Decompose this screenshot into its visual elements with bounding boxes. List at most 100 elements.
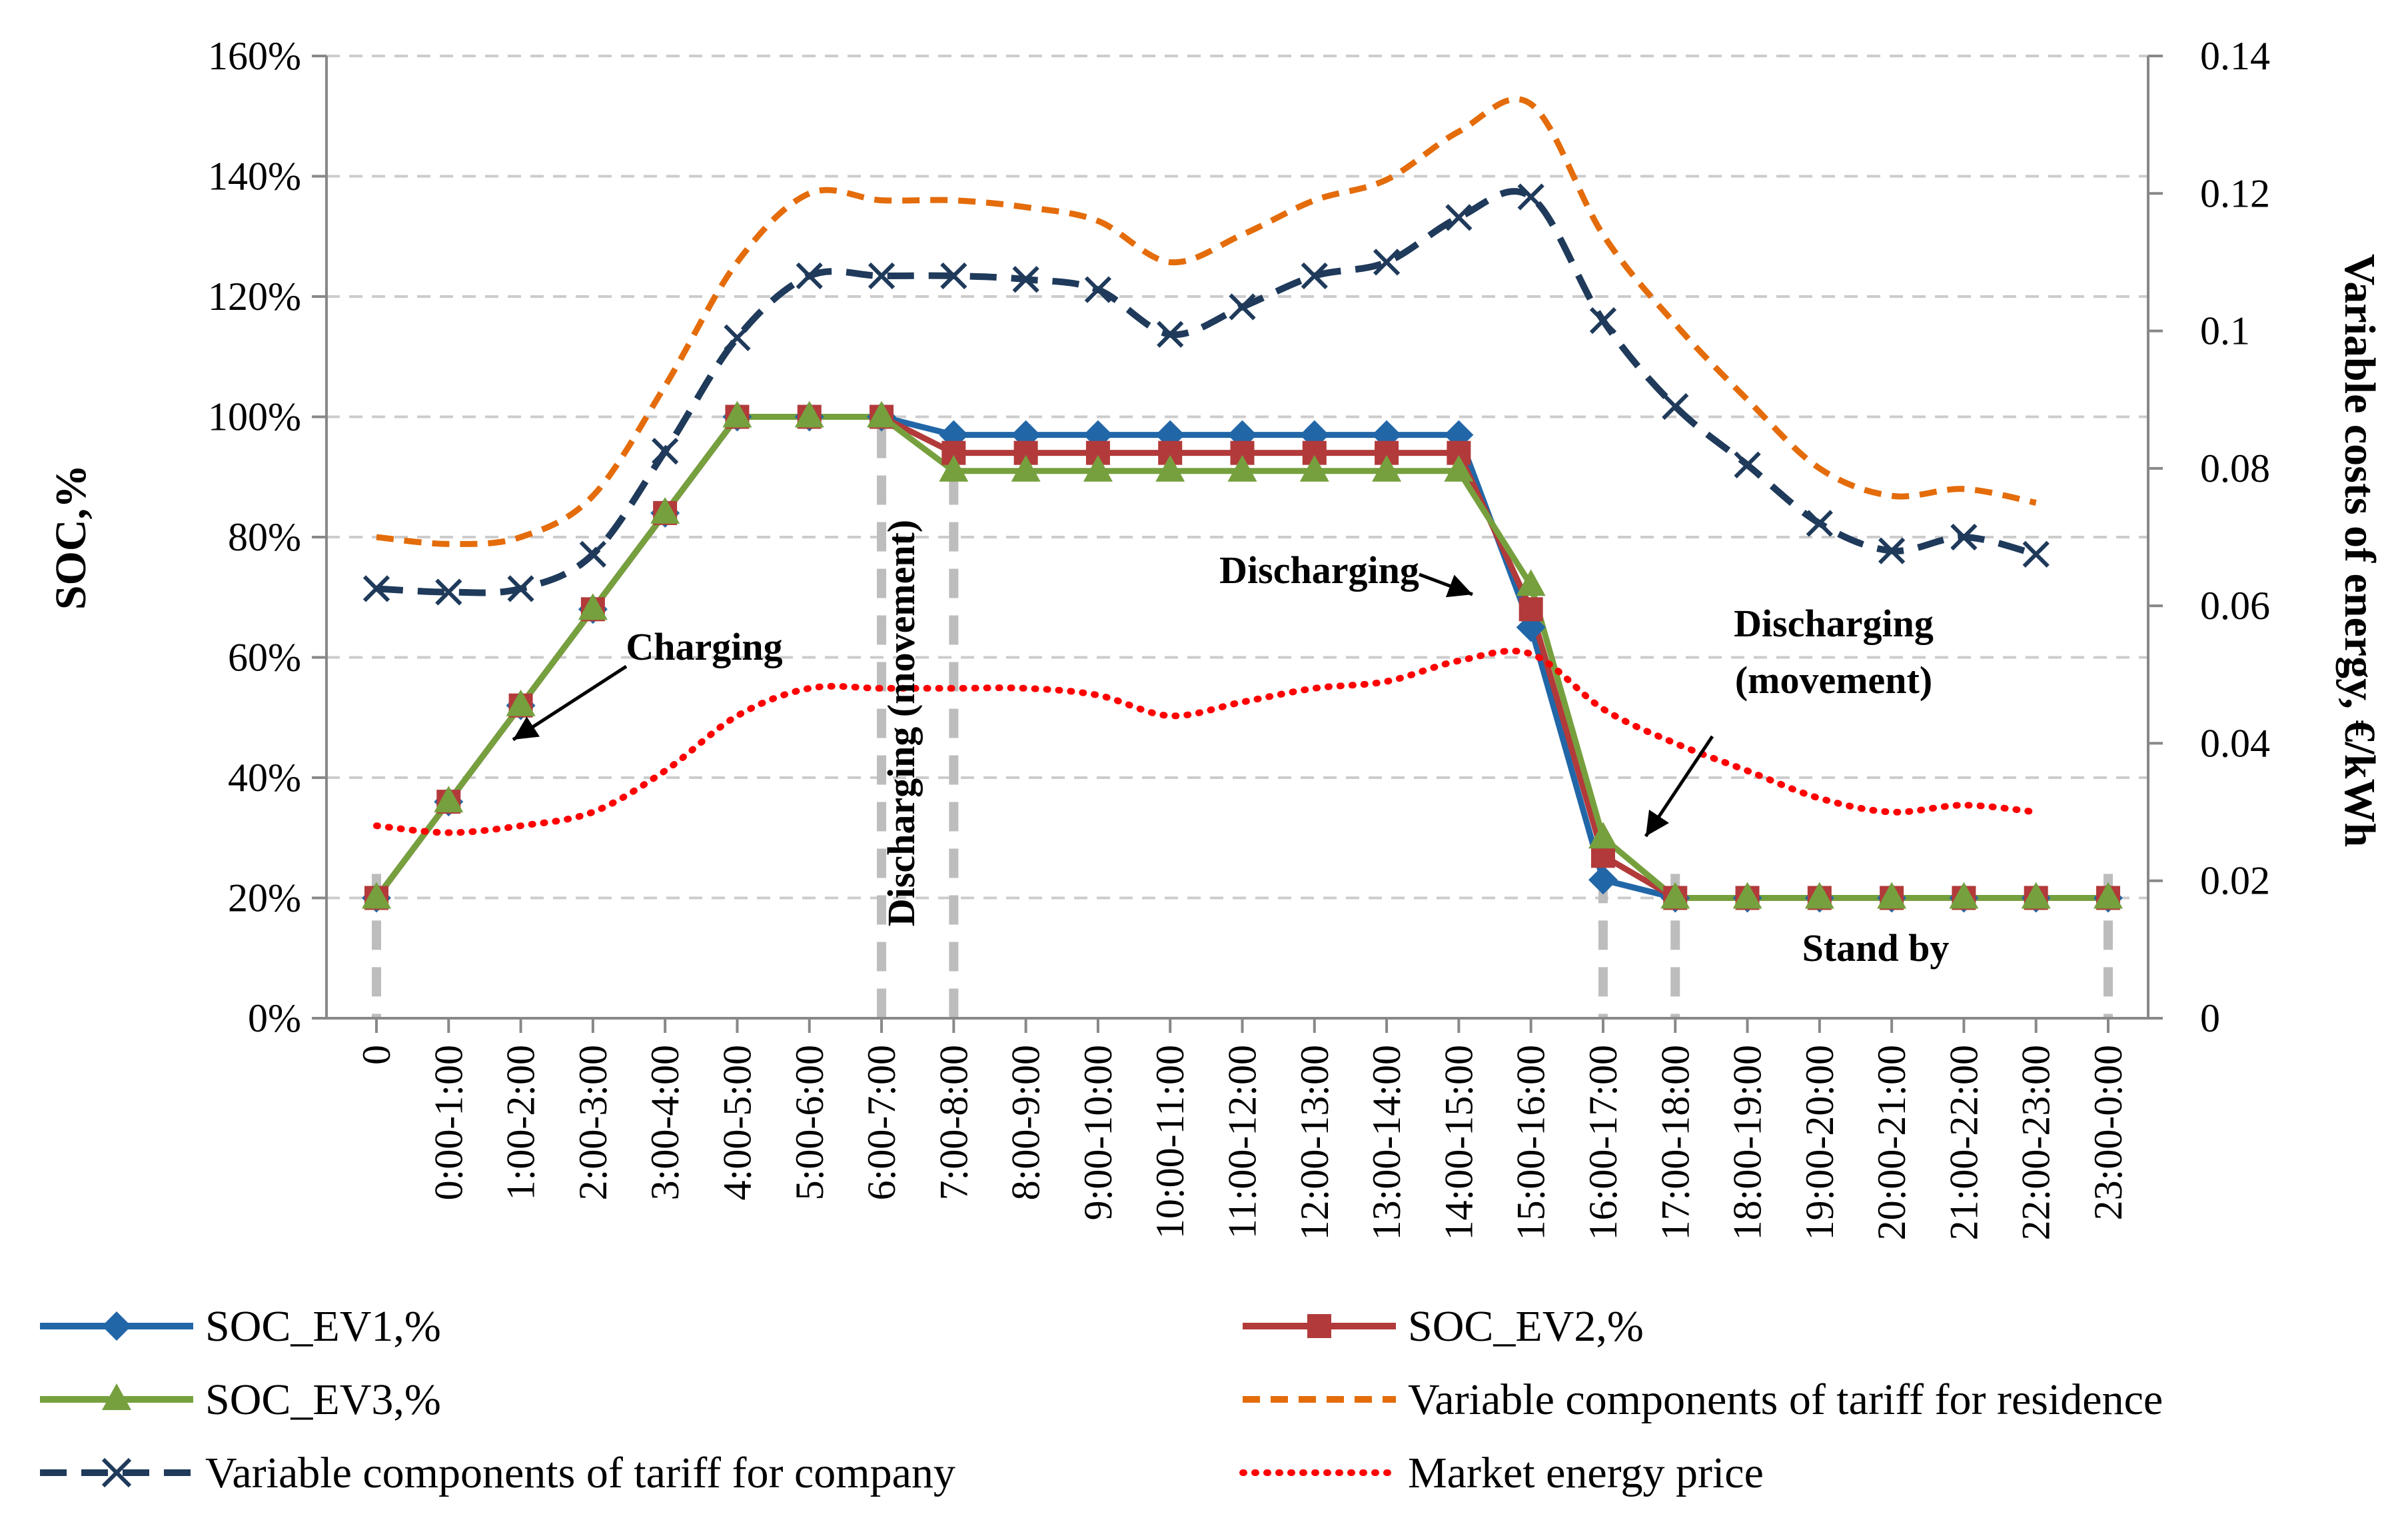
- x-tick-label: 1:00-2:00: [499, 1045, 543, 1200]
- y-tick-label: 100%: [208, 395, 301, 439]
- data-point: [1516, 569, 1546, 596]
- annotation-arrowhead: [1646, 810, 1669, 836]
- data-point: [1588, 822, 1618, 849]
- legend-marker: [101, 1457, 132, 1488]
- data-point: [1012, 266, 1039, 293]
- y2-tick-label: 0.12: [2200, 171, 2270, 215]
- data-point: [940, 262, 967, 290]
- data-point: [1806, 510, 1833, 537]
- legend-label: Variable components of tariff for compan…: [205, 1449, 955, 1497]
- x-tick-label: 8:00-9:00: [1004, 1045, 1048, 1200]
- y-tick-label: 60%: [228, 636, 301, 680]
- legend-label: SOC_EV1,%: [205, 1302, 441, 1351]
- annotation-discharging-movement: Discharging (movement): [880, 520, 923, 927]
- y-tick-label: 40%: [228, 756, 301, 800]
- data-point: [1229, 293, 1256, 321]
- x-tick-label: 23:00-0:00: [2086, 1045, 2130, 1220]
- data-point: [362, 882, 391, 909]
- data-point: [1734, 451, 1761, 478]
- x-tick-label: 9:00-10:00: [1076, 1045, 1120, 1220]
- x-tick-label: 15:00-16:00: [1509, 1045, 1553, 1240]
- data-point: [506, 689, 536, 716]
- legend-label: SOC_EV2,%: [1408, 1302, 1644, 1351]
- x-tick-label: 13:00-14:00: [1365, 1045, 1409, 1240]
- data-point: [1732, 882, 1762, 909]
- data-point: [1878, 537, 1906, 564]
- data-point: [1517, 183, 1544, 211]
- y-tick-label: 140%: [208, 155, 301, 199]
- data-point: [796, 262, 823, 290]
- annotation-discharging: Discharging: [1219, 548, 1419, 592]
- data-point: [579, 540, 606, 568]
- y-tick-label: 160%: [208, 34, 301, 78]
- x-tick-label: 20:00-21:00: [1870, 1045, 1914, 1240]
- x-tick-label: 10:00-11:00: [1148, 1045, 1192, 1239]
- data-point: [1804, 882, 1834, 909]
- x-tick-label: 12:00-13:00: [1293, 1045, 1337, 1240]
- data-point: [868, 262, 896, 290]
- x-tick-label: 0:00-1:00: [426, 1045, 470, 1200]
- annotation-arrowhead: [1445, 574, 1473, 598]
- y-axis-title: SOC,%: [47, 464, 95, 610]
- x-tick-label: 7:00-8:00: [931, 1045, 975, 1200]
- x-tick-label: 3:00-4:00: [643, 1045, 687, 1200]
- legend-marker: [1307, 1314, 1331, 1338]
- data-point: [1660, 882, 1690, 909]
- data-point: [1155, 454, 1185, 482]
- y-tick-label: 80%: [228, 515, 301, 559]
- y2-tick-label: 0.02: [2200, 859, 2270, 903]
- x-tick-label: 21:00-22:00: [1942, 1045, 1986, 1240]
- x-tick-label: 4:00-5:00: [715, 1045, 759, 1200]
- data-point: [2022, 540, 2050, 568]
- y2-tick-label: 0.08: [2200, 446, 2270, 490]
- legend-label: Variable components of tariff for reside…: [1408, 1375, 2163, 1424]
- annotation-movement-2: (movement): [1735, 658, 1932, 702]
- data-point: [1157, 321, 1184, 348]
- annotation-stand-by: Stand by: [1802, 926, 1950, 970]
- data-point: [1301, 262, 1328, 290]
- data-point: [939, 454, 969, 482]
- data-point: [1877, 882, 1907, 909]
- x-tick-label: 0: [354, 1045, 398, 1065]
- data-point: [435, 578, 462, 606]
- y2-tick-label: 0.04: [2200, 721, 2270, 765]
- data-point: [794, 400, 824, 428]
- data-point: [1299, 454, 1329, 482]
- data-point: [1083, 454, 1113, 482]
- x-tick-label: 11:00-12:00: [1221, 1045, 1265, 1239]
- annotation-discharging-2: Discharging: [1734, 602, 1934, 645]
- data-point: [2094, 882, 2123, 909]
- data-point: [1011, 454, 1041, 482]
- data-point: [1373, 249, 1401, 276]
- x-tick-label: 16:00-17:00: [1581, 1045, 1625, 1240]
- y-tick-label: 0%: [248, 996, 301, 1040]
- data-point: [578, 593, 608, 620]
- data-point: [1084, 276, 1112, 303]
- data-point: [1949, 882, 1979, 909]
- legend-marker: [102, 1383, 131, 1410]
- data-point: [1518, 597, 1543, 622]
- data-point: [652, 437, 679, 465]
- data-point: [1950, 523, 1978, 551]
- x-tick-label: 6:00-7:00: [860, 1045, 903, 1200]
- annotation-arrowhead: [513, 716, 540, 740]
- x-tick-label: 22:00-23:00: [2014, 1045, 2058, 1240]
- data-point: [722, 400, 752, 428]
- x-tick-label: 18:00-19:00: [1726, 1045, 1770, 1240]
- x-tick-label: 17:00-18:00: [1653, 1045, 1697, 1240]
- data-point: [1662, 392, 1689, 420]
- x-tick-label: 2:00-3:00: [571, 1045, 615, 1200]
- data-point: [1227, 454, 1257, 482]
- x-tick-label: 14:00-15:00: [1437, 1045, 1481, 1240]
- annotation-charging: Charging: [626, 625, 782, 668]
- data-point: [867, 400, 897, 428]
- legend-marker: [102, 1311, 131, 1341]
- data-point: [650, 496, 680, 524]
- data-point: [1444, 454, 1474, 482]
- data-point: [724, 324, 751, 352]
- data-point: [1588, 865, 1618, 895]
- data-point: [1589, 307, 1617, 335]
- y-tick-label: 120%: [208, 275, 301, 319]
